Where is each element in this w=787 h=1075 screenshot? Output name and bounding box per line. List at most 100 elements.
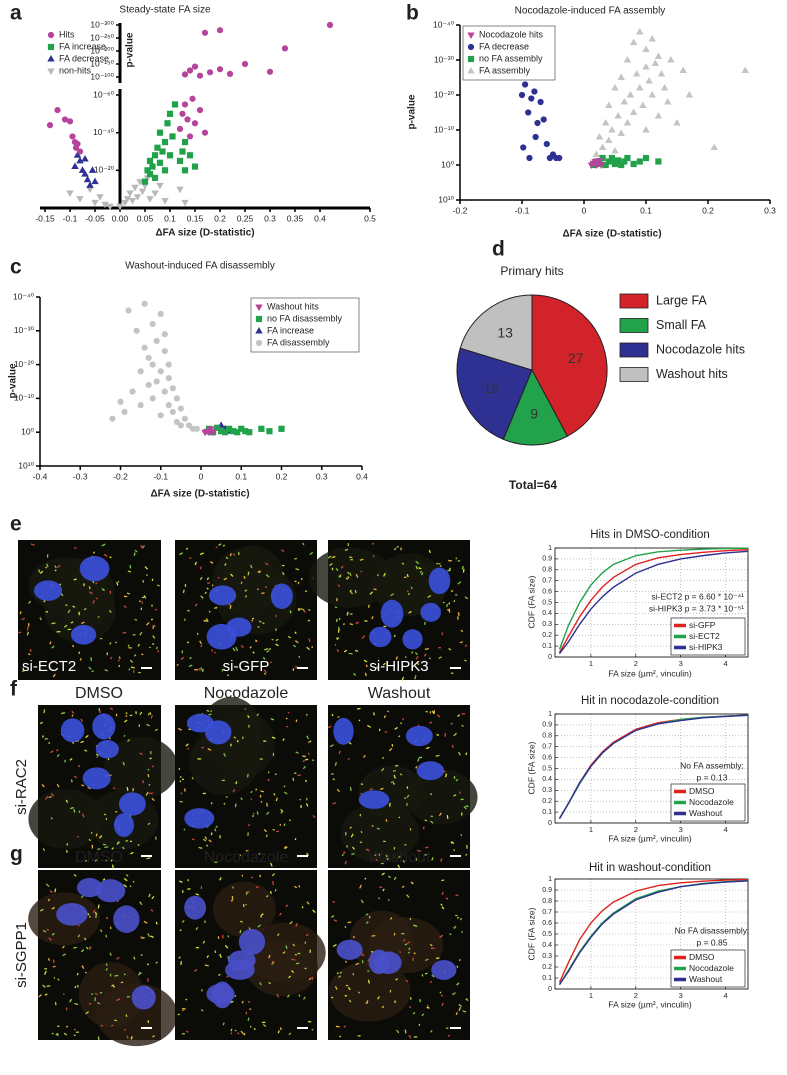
adhesion-speck bbox=[339, 575, 342, 578]
nucleus bbox=[206, 983, 235, 1005]
adhesion-speck bbox=[132, 788, 135, 792]
adhesion-speck bbox=[371, 934, 376, 937]
panel-letter: a bbox=[10, 2, 22, 25]
legend-marker bbox=[255, 315, 263, 323]
adhesion-speck bbox=[241, 1000, 244, 1004]
adhesion-speck bbox=[352, 846, 355, 850]
cdf-line bbox=[558, 714, 749, 819]
adhesion-speck bbox=[204, 836, 208, 840]
point bbox=[157, 412, 164, 419]
point bbox=[209, 429, 217, 437]
adhesion-speck bbox=[342, 623, 345, 626]
adhesion-speck bbox=[90, 831, 93, 835]
adhesion-speck bbox=[462, 1010, 467, 1013]
adhesion-speck bbox=[230, 1028, 233, 1032]
adhesion-speck bbox=[429, 721, 433, 724]
adhesion-speck bbox=[405, 802, 408, 806]
adhesion-speck bbox=[152, 643, 155, 645]
adhesion-speck bbox=[347, 986, 351, 991]
x-tick-label: 0.4 bbox=[314, 213, 326, 223]
adhesion-speck bbox=[438, 656, 442, 660]
adhesion-speck bbox=[73, 775, 78, 779]
x-tick-label: 4 bbox=[723, 991, 727, 1000]
point bbox=[141, 178, 149, 185]
x-tick-label: 3 bbox=[679, 659, 683, 668]
legend-label: DMSO bbox=[689, 952, 715, 962]
adhesion-speck bbox=[189, 656, 192, 660]
point bbox=[177, 405, 184, 412]
adhesion-speck bbox=[147, 822, 151, 826]
adhesion-speck bbox=[460, 629, 464, 633]
adhesion-speck bbox=[331, 713, 334, 717]
adhesion-speck bbox=[178, 880, 183, 883]
x-tick-label: 0.05 bbox=[137, 213, 154, 223]
adhesion-speck bbox=[465, 998, 468, 1001]
point bbox=[207, 426, 215, 433]
point bbox=[165, 375, 172, 382]
point bbox=[621, 158, 628, 165]
adhesion-speck bbox=[251, 617, 255, 620]
adhesion-speck bbox=[307, 740, 312, 744]
adhesion-speck bbox=[341, 854, 344, 857]
adhesion-speck bbox=[448, 559, 452, 562]
x-tick-label: -0.3 bbox=[73, 471, 88, 481]
adhesion-speck bbox=[111, 984, 116, 988]
nucleus bbox=[118, 792, 146, 816]
adhesion-speck bbox=[98, 835, 103, 839]
adhesion-speck bbox=[349, 826, 352, 829]
adhesion-speck bbox=[367, 979, 371, 984]
legend-label: Washout bbox=[689, 808, 723, 818]
annotation: p = 0.85 bbox=[697, 937, 728, 947]
adhesion-speck bbox=[292, 644, 297, 648]
adhesion-speck bbox=[140, 953, 143, 957]
adhesion-speck bbox=[441, 1002, 444, 1007]
adhesion-speck bbox=[335, 1025, 340, 1028]
adhesion-speck bbox=[208, 839, 212, 843]
adhesion-speck bbox=[44, 993, 48, 996]
point bbox=[632, 69, 641, 77]
point bbox=[186, 133, 194, 140]
cell-outline bbox=[189, 729, 259, 795]
nucleus bbox=[358, 790, 390, 809]
adhesion-speck bbox=[92, 551, 96, 554]
adhesion-speck bbox=[286, 994, 290, 998]
adhesion-speck bbox=[112, 787, 116, 790]
adhesion-speck bbox=[377, 897, 380, 900]
y-tick-label: 0.7 bbox=[542, 578, 552, 585]
adhesion-speck bbox=[305, 758, 309, 761]
adhesion-speck bbox=[305, 713, 308, 716]
point bbox=[595, 132, 604, 140]
point bbox=[109, 415, 116, 422]
adhesion-speck bbox=[431, 857, 434, 861]
adhesion-speck bbox=[150, 935, 154, 938]
adhesion-speck bbox=[230, 1032, 233, 1035]
adhesion-speck bbox=[308, 608, 311, 612]
adhesion-speck bbox=[71, 714, 74, 717]
adhesion-speck bbox=[396, 545, 399, 548]
adhesion-speck bbox=[255, 639, 258, 643]
adhesion-speck bbox=[294, 953, 298, 956]
point bbox=[96, 194, 104, 201]
point bbox=[71, 162, 79, 170]
adhesion-speck bbox=[329, 744, 334, 748]
adhesion-speck bbox=[441, 879, 445, 882]
adhesion-speck bbox=[416, 849, 422, 853]
adhesion-speck bbox=[459, 641, 463, 644]
legend-marker bbox=[47, 68, 55, 76]
adhesion-speck bbox=[109, 642, 112, 645]
x-tick-label: 3 bbox=[679, 991, 683, 1000]
slice-label: 9 bbox=[530, 406, 538, 422]
adhesion-speck bbox=[408, 1006, 412, 1009]
adhesion-speck bbox=[51, 645, 55, 649]
adhesion-speck bbox=[422, 826, 425, 830]
adhesion-speck bbox=[182, 589, 185, 594]
adhesion-speck bbox=[229, 605, 232, 609]
point bbox=[685, 90, 694, 98]
adhesion-speck bbox=[198, 667, 202, 672]
point bbox=[654, 111, 663, 119]
point bbox=[141, 300, 148, 307]
point bbox=[126, 190, 134, 197]
adhesion-speck bbox=[97, 1036, 100, 1040]
adhesion-speck bbox=[146, 963, 150, 966]
adhesion-speck bbox=[137, 843, 140, 847]
